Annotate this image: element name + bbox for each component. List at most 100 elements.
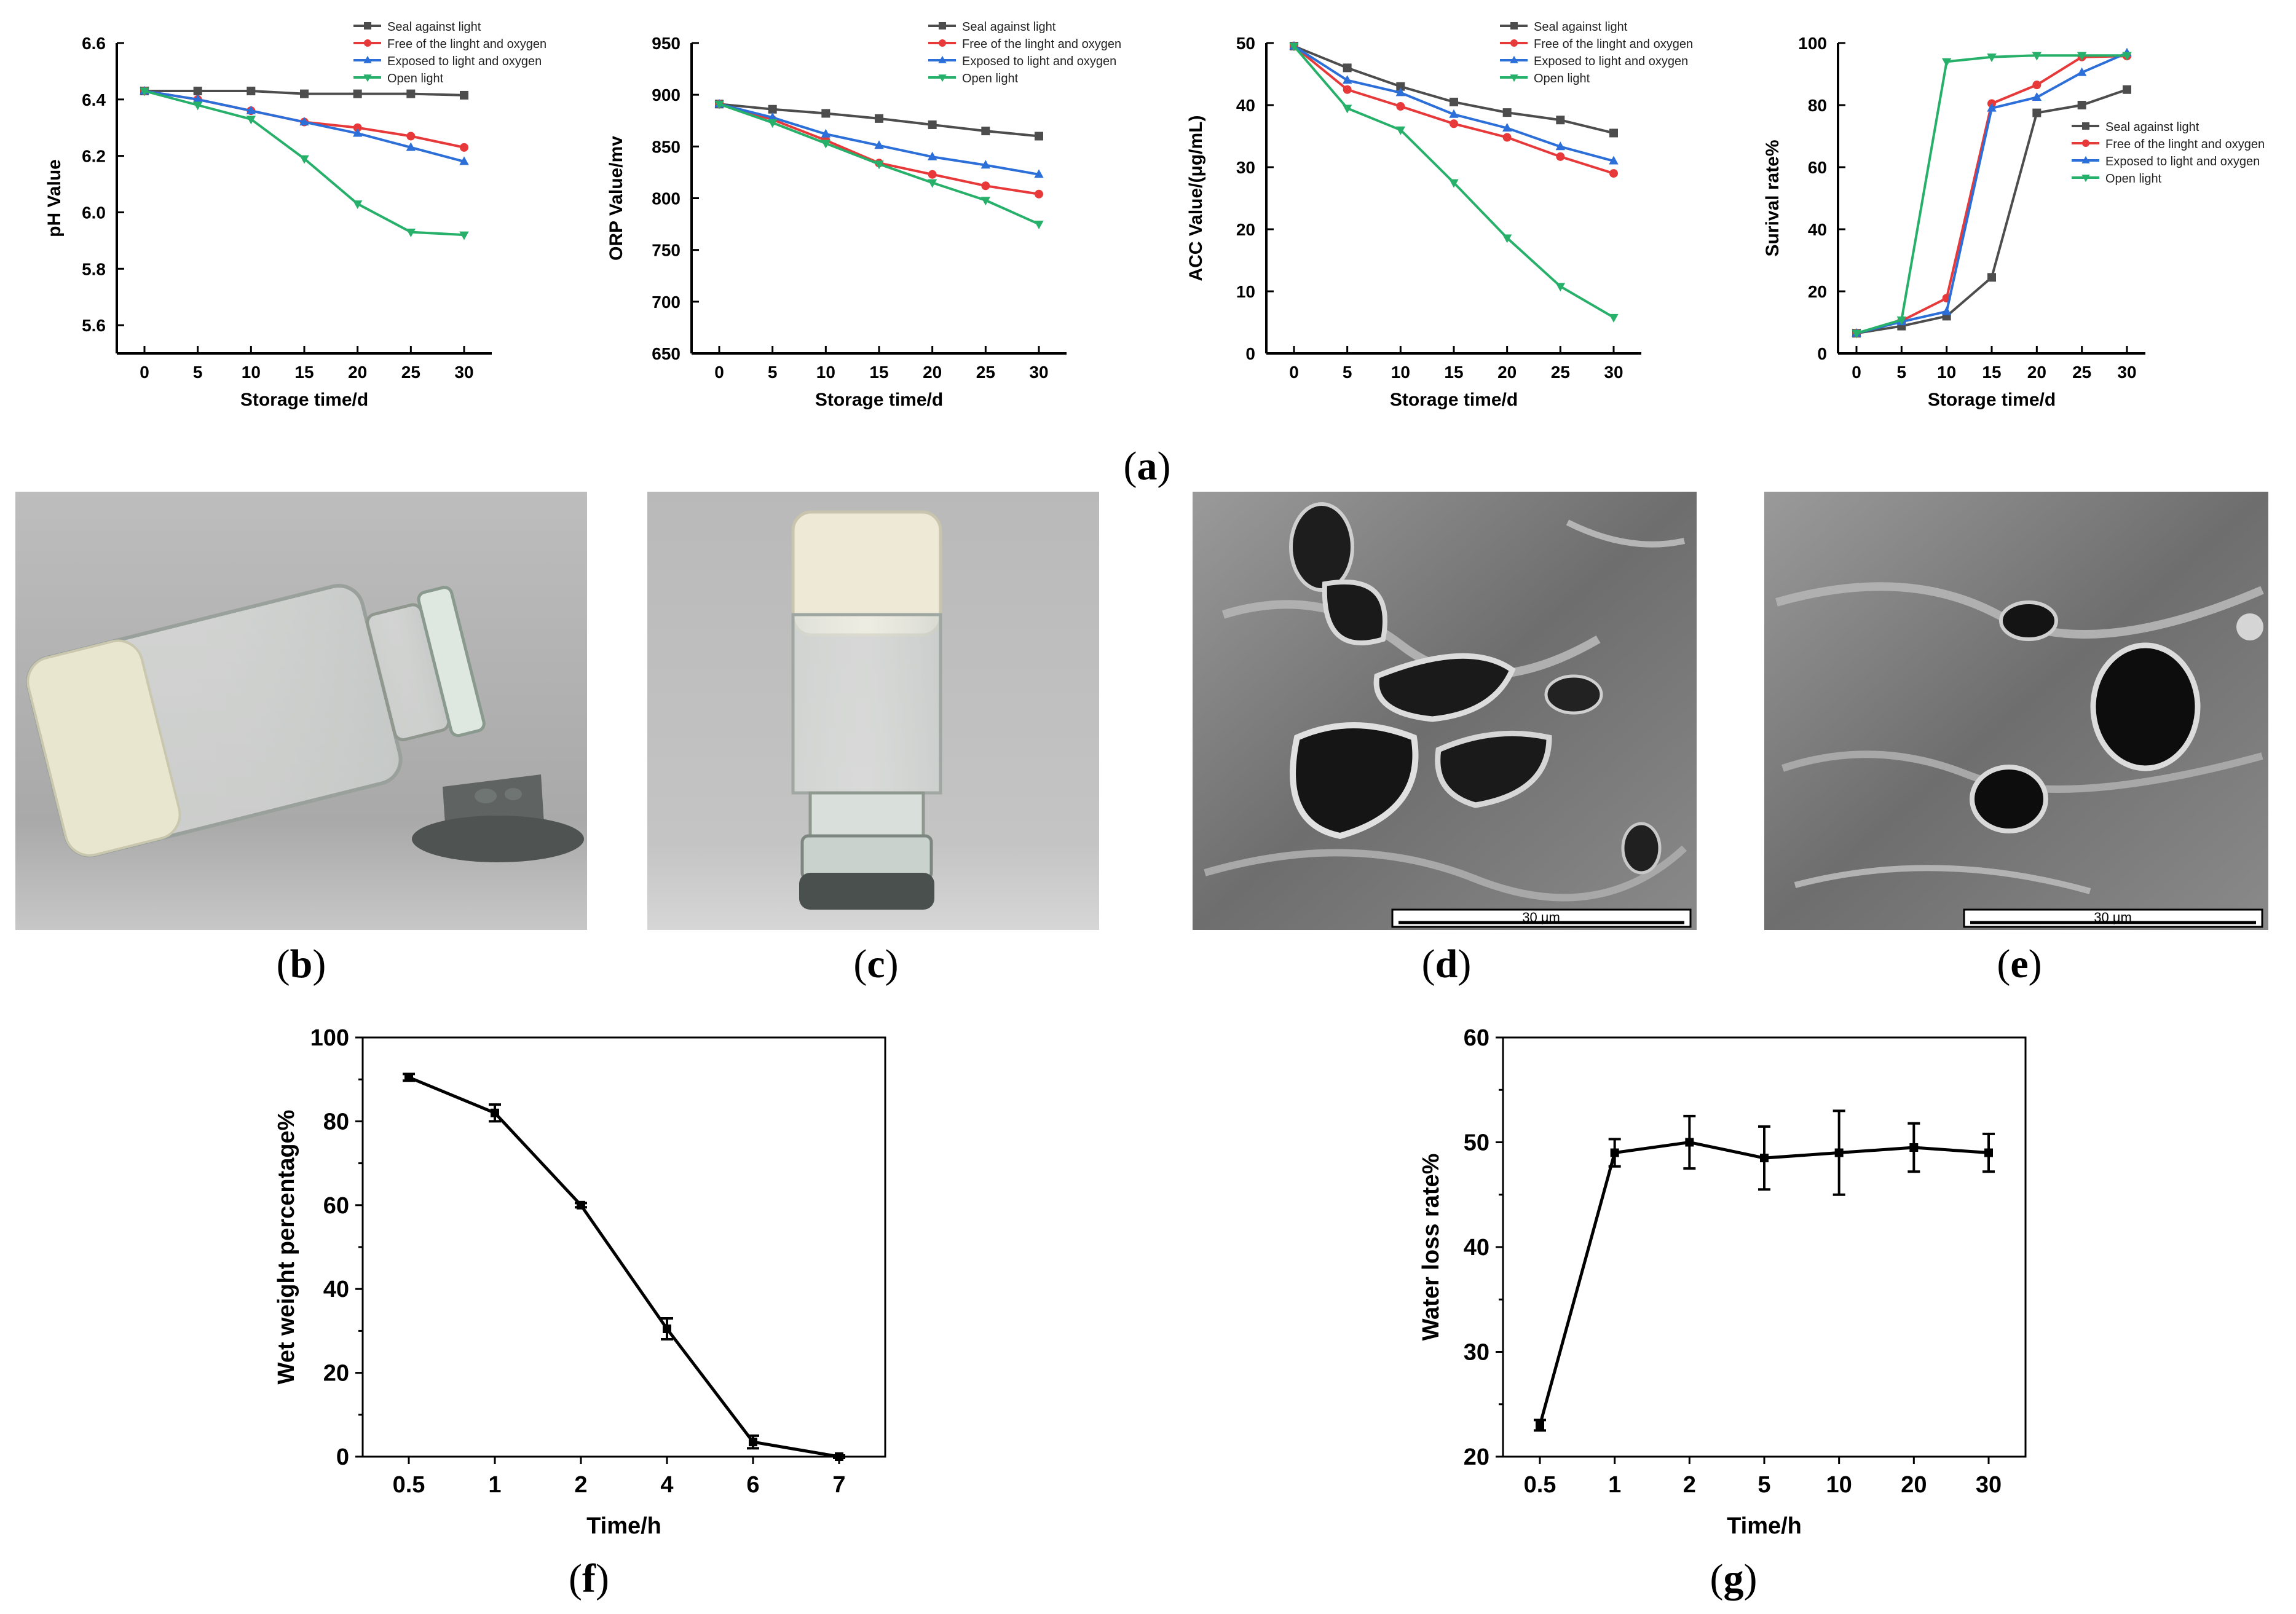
legend-marker xyxy=(1510,39,1518,47)
x-tick-label: 20 xyxy=(1901,1472,1927,1498)
data-point xyxy=(1760,1154,1769,1163)
x-tick-label: 25 xyxy=(401,363,420,382)
legend-label: Open light xyxy=(387,72,444,85)
sem-image-e: 30 μm xyxy=(1764,492,2268,930)
y-tick-label: 40 xyxy=(1236,96,1255,115)
caption-e-letter: e xyxy=(2010,942,2028,986)
legend-marker xyxy=(2082,140,2089,147)
data-point xyxy=(352,128,363,137)
legend-marker xyxy=(1510,74,1518,82)
scale-bar-label-e: 30 μm xyxy=(2094,910,2132,925)
x-tick-label: 5 xyxy=(1897,363,1907,382)
y-tick-label: 80 xyxy=(1808,96,1827,115)
data-point xyxy=(406,89,416,98)
data-point xyxy=(1556,116,1565,125)
data-point xyxy=(1555,283,1566,292)
x-tick-label: 10 xyxy=(1937,363,1956,382)
legend-label: Open light xyxy=(1534,72,1590,85)
data-point xyxy=(299,155,309,164)
x-tick-label: 0 xyxy=(714,363,724,382)
x-tick-label: 20 xyxy=(2027,363,2046,382)
x-tick-label: 30 xyxy=(1029,363,1048,382)
data-point xyxy=(1342,75,1352,84)
legend-label: Free of the linght and oxygen xyxy=(2105,138,2265,151)
legend-label: Exposed to light and oxygen xyxy=(2105,155,2260,168)
data-point xyxy=(1396,102,1405,111)
data-point xyxy=(1987,103,1997,112)
x-tick-label: 30 xyxy=(1604,363,1623,382)
data-point xyxy=(491,1108,499,1117)
sem-image-d: 30 μm xyxy=(1193,492,1697,930)
caption-g-letter: g xyxy=(1724,1556,1744,1601)
legend-label: Exposed to light and oxygen xyxy=(962,55,1116,68)
y-tick-label: 900 xyxy=(652,85,681,104)
legend-marker xyxy=(364,22,371,30)
y-tick-label: 6.6 xyxy=(82,34,106,53)
legend-label: Free of the linght and oxygen xyxy=(387,37,546,51)
legend-label: Open light xyxy=(2105,172,2162,186)
data-point xyxy=(663,1324,671,1333)
x-tick-label: 30 xyxy=(2117,363,2136,382)
line-chart-1: 5.6 5.8 6.0 6.2 6.4 6.6 0 5 10 15 20 25 30 Storage ti… xyxy=(44,20,546,410)
line-chart-6: 20 30 40 50 60 0.5 1 2 5 10 20 30 Time/h Water loss r… xyxy=(1418,1025,2027,1539)
data-point xyxy=(1289,42,1299,52)
x-tick-label: 25 xyxy=(976,363,995,382)
data-point xyxy=(981,181,990,191)
data-point xyxy=(2077,67,2087,76)
data-point xyxy=(2123,85,2131,94)
data-point xyxy=(874,140,884,149)
data-point xyxy=(1396,82,1405,91)
y-tick-label: 30 xyxy=(1236,158,1255,177)
caption-g: (g) xyxy=(1710,1556,1758,1601)
y-tick-label: 5.6 xyxy=(82,316,106,335)
legend-label: Exposed to light and oxygen xyxy=(387,55,542,68)
legend-marker xyxy=(938,55,947,63)
data-point xyxy=(247,87,256,96)
data-point xyxy=(1609,155,1619,165)
data-point xyxy=(1834,1148,1844,1157)
data-point xyxy=(1987,273,1996,282)
data-point xyxy=(1941,306,1952,315)
x-tick-label: 10 xyxy=(1391,363,1410,382)
y-tick-label: 40 xyxy=(1464,1235,1489,1261)
data-point xyxy=(1395,126,1406,135)
x-tick-label: 10 xyxy=(1826,1472,1852,1498)
legend-marker xyxy=(938,74,947,82)
x-tick-label: 30 xyxy=(1976,1472,2002,1498)
data-point xyxy=(928,170,937,179)
data-point xyxy=(1449,109,1459,118)
data-point xyxy=(577,1200,585,1210)
x-axis-label: Time/h xyxy=(586,1513,661,1539)
y-axis-label: Wet weight percentage% xyxy=(274,1110,299,1385)
data-point xyxy=(1343,63,1352,73)
scale-bar-label-d: 30 μm xyxy=(1522,910,1560,925)
y-tick-label: 10 xyxy=(1236,282,1255,301)
y-tick-label: 50 xyxy=(1236,34,1255,53)
x-tick-label: 10 xyxy=(816,363,835,382)
y-tick-label: 800 xyxy=(652,189,681,208)
y-tick-label: 20 xyxy=(323,1361,349,1387)
caption-c-letter: c xyxy=(867,942,885,986)
data-point xyxy=(299,117,309,126)
legend-marker xyxy=(939,39,946,47)
data-point xyxy=(300,89,309,98)
series-line xyxy=(408,1076,840,1459)
series-line-2 xyxy=(1856,55,2128,335)
x-tick-label: 0.5 xyxy=(1524,1472,1556,1498)
caption-f-letter: f xyxy=(582,1556,596,1601)
x-axis-label: Storage time/d xyxy=(240,390,368,410)
data-point xyxy=(1342,104,1352,114)
y-tick-label: 700 xyxy=(652,293,681,312)
x-tick-label: 0 xyxy=(1289,363,1299,382)
x-tick-label: 2 xyxy=(1683,1472,1696,1498)
data-point xyxy=(1609,169,1618,178)
caption-d: (d) xyxy=(1422,942,1472,986)
data-point xyxy=(1536,1420,1544,1430)
legend-marker xyxy=(939,22,946,30)
data-point xyxy=(821,128,831,138)
y-axis-label: Water loss rate% xyxy=(1418,1154,1444,1341)
data-point xyxy=(981,127,990,136)
x-tick-label: 30 xyxy=(454,363,473,382)
data-point xyxy=(1034,169,1044,178)
